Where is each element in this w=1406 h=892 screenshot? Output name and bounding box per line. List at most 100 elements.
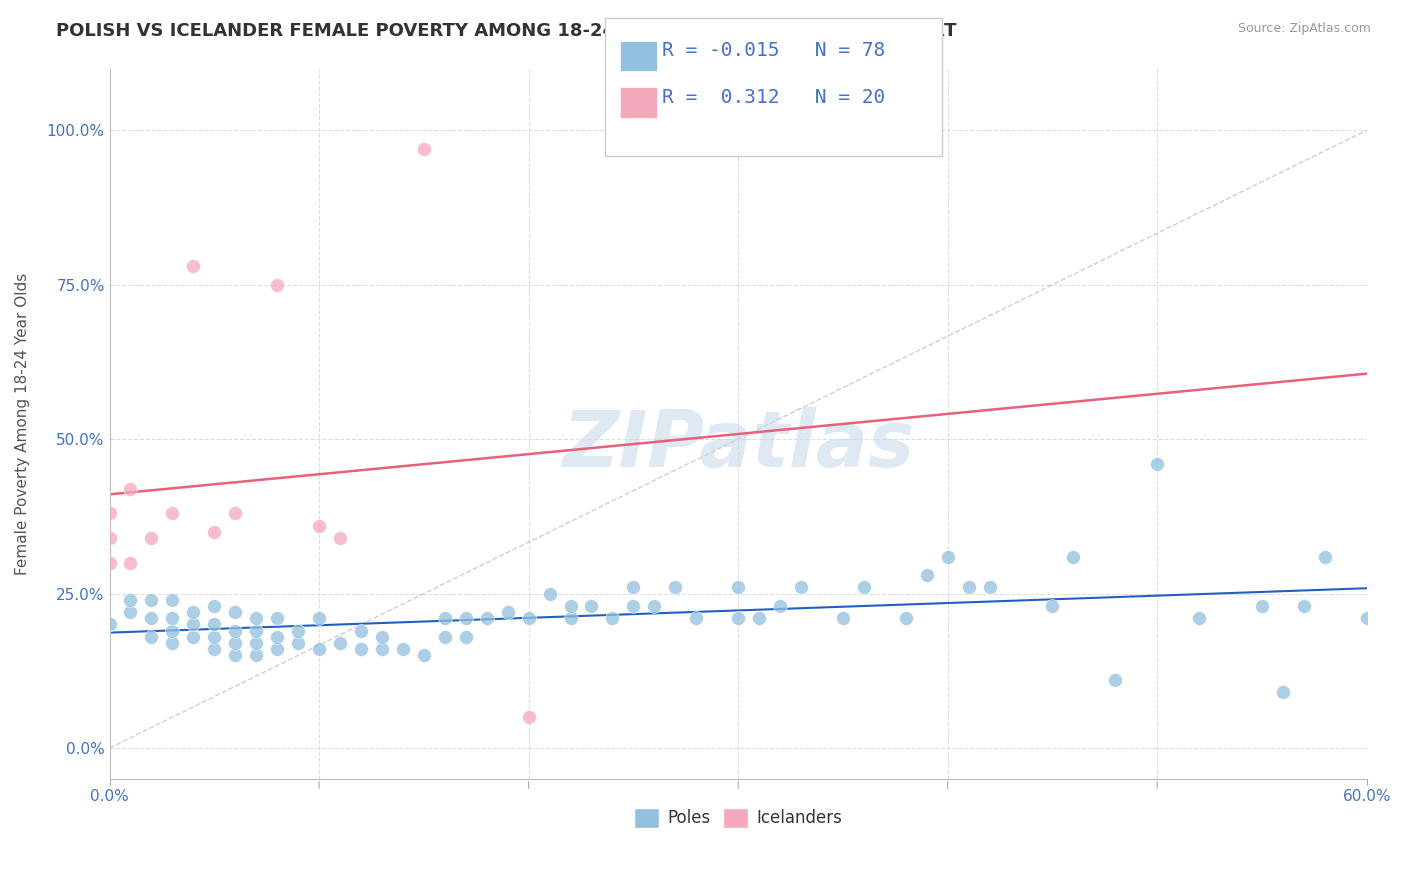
Point: [245, 648, 267, 663]
Point: [412, 142, 434, 156]
Point: [202, 599, 225, 613]
Point: [287, 636, 309, 650]
Point: [183, 605, 205, 619]
Point: [957, 581, 980, 595]
Point: [1104, 673, 1126, 687]
Point: [350, 624, 373, 638]
Legend: Poles, Icelanders: Poles, Icelanders: [627, 801, 849, 835]
Point: [308, 518, 330, 533]
Text: R = -0.015   N = 78: R = -0.015 N = 78: [662, 41, 886, 61]
Point: [433, 611, 456, 625]
Point: [183, 630, 205, 644]
Point: [392, 642, 415, 657]
Point: [224, 624, 246, 638]
Text: ZIPatlas: ZIPatlas: [562, 407, 914, 483]
Point: [162, 506, 184, 520]
Point: [98, 531, 121, 545]
Point: [538, 586, 561, 600]
Point: [1313, 549, 1336, 564]
Point: [621, 599, 644, 613]
Point: [245, 636, 267, 650]
Point: [141, 531, 163, 545]
Point: [202, 617, 225, 632]
Point: [120, 592, 142, 607]
Point: [98, 506, 121, 520]
Point: [120, 482, 142, 496]
Point: [141, 592, 163, 607]
Point: [1062, 549, 1084, 564]
Point: [496, 605, 519, 619]
Point: [560, 599, 582, 613]
Point: [936, 549, 959, 564]
Text: R =  0.312   N = 20: R = 0.312 N = 20: [662, 87, 886, 107]
Point: [202, 642, 225, 657]
Point: [245, 611, 267, 625]
Point: [664, 581, 686, 595]
Point: [602, 611, 624, 625]
Point: [183, 617, 205, 632]
Point: [1271, 685, 1294, 699]
Point: [162, 636, 184, 650]
Text: Source: ZipAtlas.com: Source: ZipAtlas.com: [1237, 22, 1371, 36]
Point: [517, 611, 540, 625]
Point: [308, 642, 330, 657]
Point: [224, 648, 246, 663]
Point: [1251, 599, 1274, 613]
Point: [1188, 611, 1211, 625]
Point: [266, 611, 288, 625]
Point: [1292, 599, 1315, 613]
Point: [748, 611, 770, 625]
Point: [98, 556, 121, 570]
Point: [1355, 611, 1378, 625]
Point: [329, 636, 352, 650]
Point: [371, 642, 394, 657]
Point: [266, 277, 288, 292]
Point: [224, 605, 246, 619]
Point: [454, 630, 477, 644]
Text: POLISH VS ICELANDER FEMALE POVERTY AMONG 18-24 YEAR OLDS CORRELATION CHART: POLISH VS ICELANDER FEMALE POVERTY AMONG…: [56, 22, 956, 40]
Point: [832, 611, 855, 625]
Point: [141, 611, 163, 625]
Point: [581, 599, 603, 613]
Point: [454, 611, 477, 625]
Point: [141, 630, 163, 644]
Point: [162, 611, 184, 625]
Point: [517, 710, 540, 724]
Point: [287, 624, 309, 638]
Point: [162, 624, 184, 638]
Y-axis label: Female Poverty Among 18-24 Year Olds: Female Poverty Among 18-24 Year Olds: [15, 273, 30, 574]
Point: [98, 617, 121, 632]
Point: [769, 599, 792, 613]
Point: [329, 531, 352, 545]
Point: [308, 611, 330, 625]
Point: [894, 611, 917, 625]
Point: [979, 581, 1001, 595]
Point: [266, 630, 288, 644]
Point: [245, 624, 267, 638]
Point: [412, 648, 434, 663]
Point: [350, 642, 373, 657]
Point: [202, 630, 225, 644]
Point: [852, 581, 875, 595]
Point: [727, 611, 749, 625]
Point: [120, 605, 142, 619]
Point: [727, 581, 749, 595]
Point: [915, 568, 938, 582]
Point: [224, 506, 246, 520]
Point: [162, 592, 184, 607]
Point: [475, 611, 498, 625]
Point: [183, 259, 205, 273]
Point: [1042, 599, 1064, 613]
Point: [685, 611, 707, 625]
Point: [120, 556, 142, 570]
Point: [433, 630, 456, 644]
Point: [643, 599, 665, 613]
Point: [371, 630, 394, 644]
Point: [266, 642, 288, 657]
Point: [1146, 457, 1168, 471]
Point: [560, 611, 582, 625]
Point: [790, 581, 813, 595]
Point: [224, 636, 246, 650]
Point: [202, 524, 225, 539]
Point: [621, 581, 644, 595]
